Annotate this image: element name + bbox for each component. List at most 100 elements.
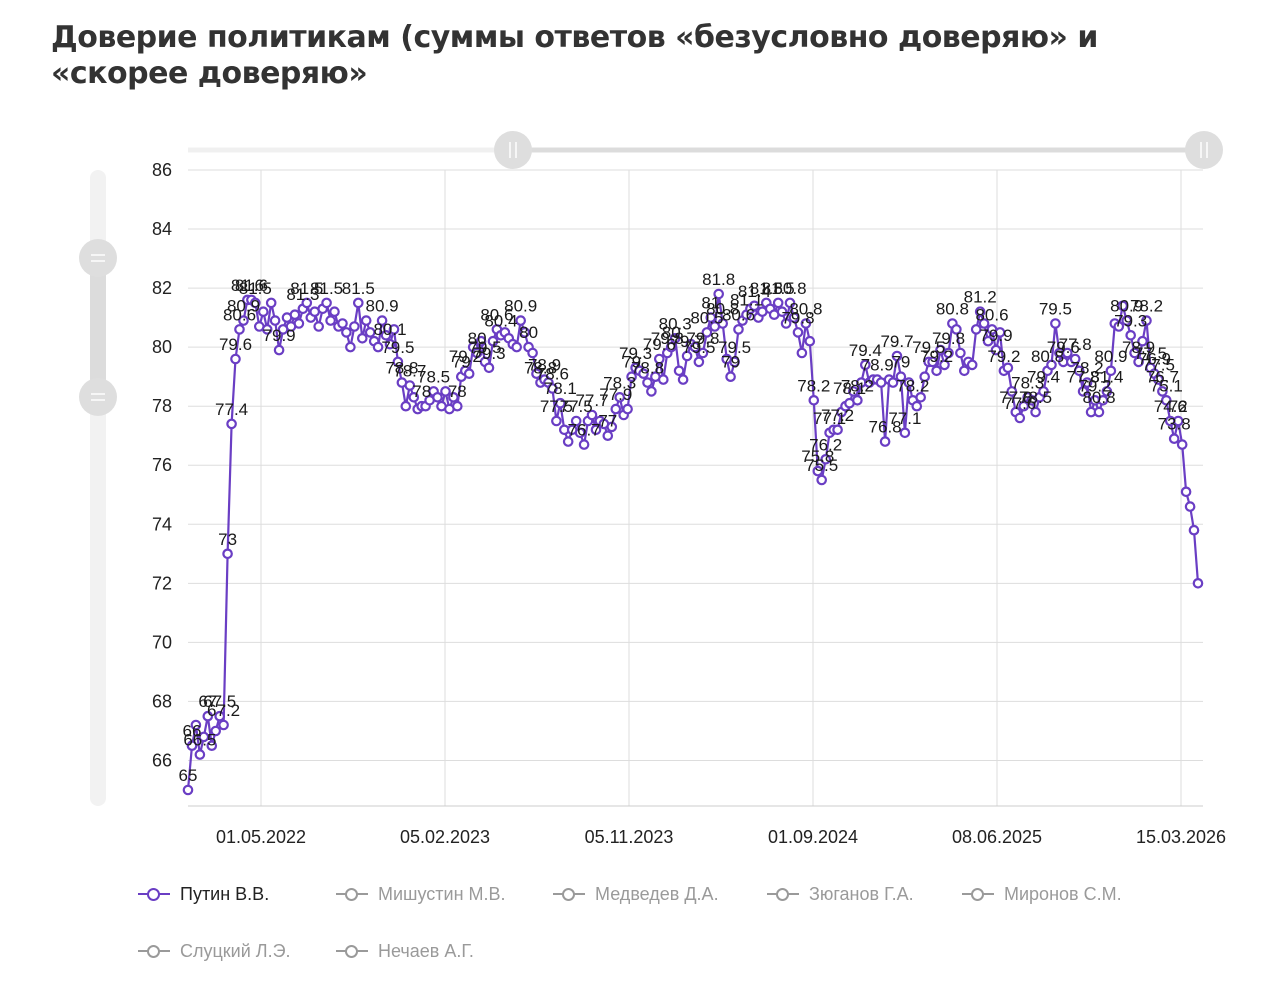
data-point[interactable] — [610, 403, 622, 415]
data-point[interactable] — [392, 356, 404, 368]
data-point[interactable] — [261, 324, 273, 335]
data-point[interactable] — [705, 312, 717, 323]
vertical-scroll-range[interactable] — [90, 258, 106, 398]
data-point[interactable] — [186, 740, 198, 751]
data-point[interactable] — [1073, 365, 1085, 377]
data-point[interactable] — [590, 424, 602, 436]
data-point[interactable] — [214, 710, 225, 722]
legend-item[interactable]: Мишустин М.В. — [336, 876, 506, 912]
data-point[interactable] — [1046, 359, 1057, 371]
data-point[interactable] — [325, 315, 336, 326]
data-point[interactable] — [788, 312, 800, 323]
data-point[interactable] — [1101, 386, 1113, 397]
data-point[interactable] — [729, 356, 740, 368]
data-point[interactable] — [970, 324, 982, 335]
scroll-handle-knob[interactable] — [79, 378, 117, 416]
data-point[interactable] — [990, 344, 1002, 356]
legend-item[interactable]: Медведев Д.А. — [553, 876, 719, 912]
scroll-handle[interactable] — [79, 378, 117, 416]
data-point[interactable] — [218, 719, 229, 731]
data-point[interactable] — [341, 327, 352, 338]
data-point[interactable] — [792, 327, 804, 338]
data-point[interactable] — [966, 359, 978, 371]
data-point[interactable] — [400, 400, 412, 412]
data-point[interactable] — [265, 297, 277, 309]
data-point[interactable] — [329, 306, 340, 317]
data-point[interactable] — [578, 439, 590, 450]
data-point[interactable] — [697, 347, 709, 359]
data-point[interactable] — [943, 347, 954, 359]
data-point[interactable] — [1113, 321, 1125, 332]
data-point[interactable] — [586, 409, 598, 421]
data-point[interactable] — [899, 427, 911, 439]
data-point[interactable] — [1006, 386, 1018, 397]
data-point[interactable] — [206, 740, 218, 751]
data-point[interactable] — [1180, 486, 1192, 498]
data-point[interactable] — [1188, 524, 1200, 536]
data-point[interactable] — [349, 321, 360, 332]
data-point[interactable] — [337, 318, 348, 329]
data-point[interactable] — [404, 380, 416, 391]
data-point[interactable] — [832, 424, 843, 436]
data-point[interactable] — [1192, 577, 1204, 589]
data-point[interactable] — [194, 749, 206, 760]
data-point[interactable] — [978, 318, 990, 329]
data-point[interactable] — [717, 318, 728, 329]
data-point[interactable] — [677, 374, 689, 385]
data-point[interactable] — [234, 324, 245, 335]
data-point[interactable] — [289, 309, 301, 320]
data-point[interactable] — [321, 297, 332, 309]
data-point[interactable] — [852, 394, 863, 406]
legend-item[interactable]: Нечаев А.Г. — [336, 933, 474, 969]
data-point[interactable] — [463, 368, 475, 379]
scroll-handle-knob[interactable] — [1185, 131, 1223, 169]
data-point[interactable] — [681, 350, 693, 362]
data-point[interactable] — [642, 377, 653, 388]
data-point[interactable] — [1018, 400, 1029, 412]
legend-item[interactable]: Зюганов Г.А. — [767, 876, 914, 912]
data-point[interactable] — [372, 341, 384, 353]
data-point[interactable] — [733, 324, 744, 335]
data-point[interactable] — [352, 297, 364, 309]
data-point[interactable] — [1105, 365, 1117, 377]
scroll-handle[interactable] — [79, 239, 117, 277]
data-point[interactable] — [816, 474, 827, 486]
data-point[interactable] — [915, 391, 926, 403]
data-point[interactable] — [626, 371, 637, 382]
data-point[interactable] — [939, 359, 950, 371]
data-point[interactable] — [1097, 394, 1109, 406]
data-point[interactable] — [1129, 347, 1140, 359]
data-point[interactable] — [570, 415, 582, 427]
data-point[interactable] — [1014, 412, 1026, 424]
data-point[interactable] — [1062, 347, 1073, 359]
data-point[interactable] — [1038, 386, 1049, 397]
data-point[interactable] — [955, 347, 966, 359]
data-point[interactable] — [547, 383, 558, 394]
data-point[interactable] — [527, 347, 538, 359]
data-points[interactable] — [182, 288, 1204, 796]
data-point[interactable] — [638, 368, 649, 379]
range-navigator[interactable] — [79, 131, 1223, 806]
data-point[interactable] — [226, 418, 237, 430]
legend-item[interactable]: Миронов С.М. — [962, 876, 1122, 912]
data-point[interactable] — [293, 318, 305, 329]
scroll-handle[interactable] — [1185, 131, 1223, 169]
data-point[interactable] — [713, 288, 724, 300]
data-point[interactable] — [1153, 374, 1164, 385]
data-point[interactable] — [356, 332, 368, 344]
data-point[interactable] — [804, 335, 816, 347]
data-point[interactable] — [958, 365, 970, 377]
data-point[interactable] — [1077, 386, 1089, 397]
data-point[interactable] — [483, 362, 495, 374]
scroll-handle[interactable] — [494, 131, 532, 169]
data-point[interactable] — [432, 391, 443, 403]
data-point[interactable] — [848, 386, 859, 397]
data-point[interactable] — [891, 350, 903, 362]
data-point[interactable] — [250, 297, 261, 309]
chart-area[interactable]: 66 68 70 72 74 76 78 80 82 84 86 01.05.2022 05.02.2… — [0, 0, 1280, 870]
data-point[interactable] — [408, 391, 420, 403]
data-point[interactable] — [622, 403, 633, 415]
data-point[interactable] — [800, 318, 812, 329]
data-point[interactable] — [487, 335, 499, 347]
data-point[interactable] — [1176, 439, 1188, 450]
